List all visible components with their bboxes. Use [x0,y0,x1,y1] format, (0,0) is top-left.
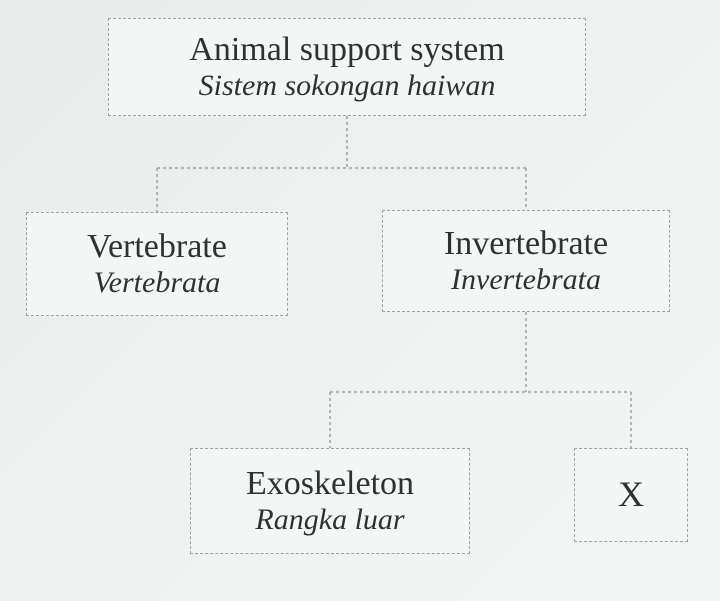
node-exoskeleton-en: Exoskeleton [246,464,414,503]
node-vertebrate: Vertebrate Vertebrata [26,212,288,316]
node-x-label: X [618,474,644,515]
node-invertebrate-en: Invertebrate [444,224,608,263]
node-root-ms: Sistem sokongan haiwan [199,69,496,104]
node-x: X [574,448,688,542]
node-invertebrate: Invertebrate Invertebrata [382,210,670,312]
node-invertebrate-ms: Invertebrata [451,263,601,298]
node-vertebrate-en: Vertebrate [87,227,227,266]
node-exoskeleton-ms: Rangka luar [255,503,404,538]
node-root-en: Animal support system [189,30,504,69]
node-root: Animal support system Sistem sokongan ha… [108,18,586,116]
node-vertebrate-ms: Vertebrata [94,266,221,301]
node-exoskeleton: Exoskeleton Rangka luar [190,448,470,554]
